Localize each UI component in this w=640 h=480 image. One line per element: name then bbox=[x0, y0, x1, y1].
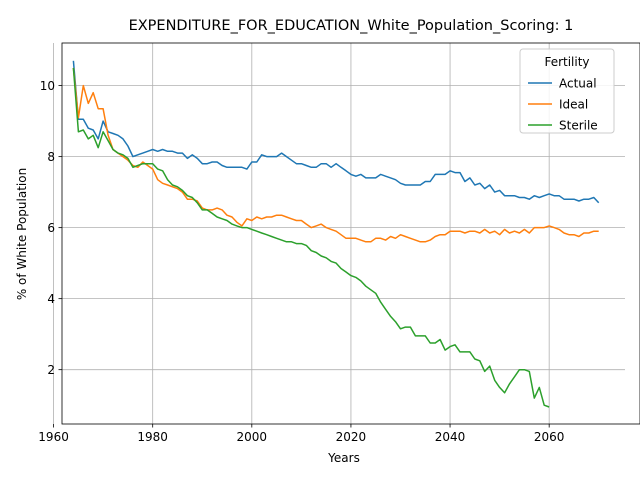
y-tick-label: 6 bbox=[47, 221, 55, 235]
chart-title: EXPENDITURE_FOR_EDUCATION_White_Populati… bbox=[129, 18, 574, 34]
y-tick-label: 8 bbox=[47, 150, 55, 164]
legend-box bbox=[519, 48, 615, 134]
y-tick-label: 4 bbox=[47, 292, 55, 306]
legend-label-ideal: Ideal bbox=[559, 98, 588, 112]
y-tick-label: 2 bbox=[47, 363, 55, 377]
x-tick-label: 2040 bbox=[435, 430, 466, 444]
y-axis: 2 4 6 8 10 bbox=[40, 79, 62, 377]
legend: Fertility Actual Ideal Sterile bbox=[519, 48, 615, 134]
series-lines bbox=[72, 60, 600, 408]
x-axis: 1960 1980 2000 2020 2040 2060 bbox=[38, 424, 564, 444]
y-axis-label: % of White Population bbox=[15, 168, 29, 300]
series-line-actual bbox=[72, 60, 600, 204]
x-tick-label: 1980 bbox=[137, 430, 168, 444]
x-axis-label: Years bbox=[327, 451, 360, 465]
x-tick-label: 2000 bbox=[237, 430, 268, 444]
legend-items: Actual Ideal Sterile bbox=[528, 77, 598, 133]
x-tick-label: 2020 bbox=[336, 430, 367, 444]
x-tick-label: 2060 bbox=[534, 430, 565, 444]
legend-label-actual: Actual bbox=[559, 77, 597, 91]
legend-label-sterile: Sterile bbox=[559, 119, 598, 133]
series-line-ideal bbox=[72, 67, 599, 243]
series-line-sterile bbox=[72, 67, 550, 408]
x-tick-label: 1960 bbox=[38, 430, 69, 444]
y-tick-label: 10 bbox=[40, 79, 55, 93]
legend-title: Fertility bbox=[544, 55, 589, 69]
